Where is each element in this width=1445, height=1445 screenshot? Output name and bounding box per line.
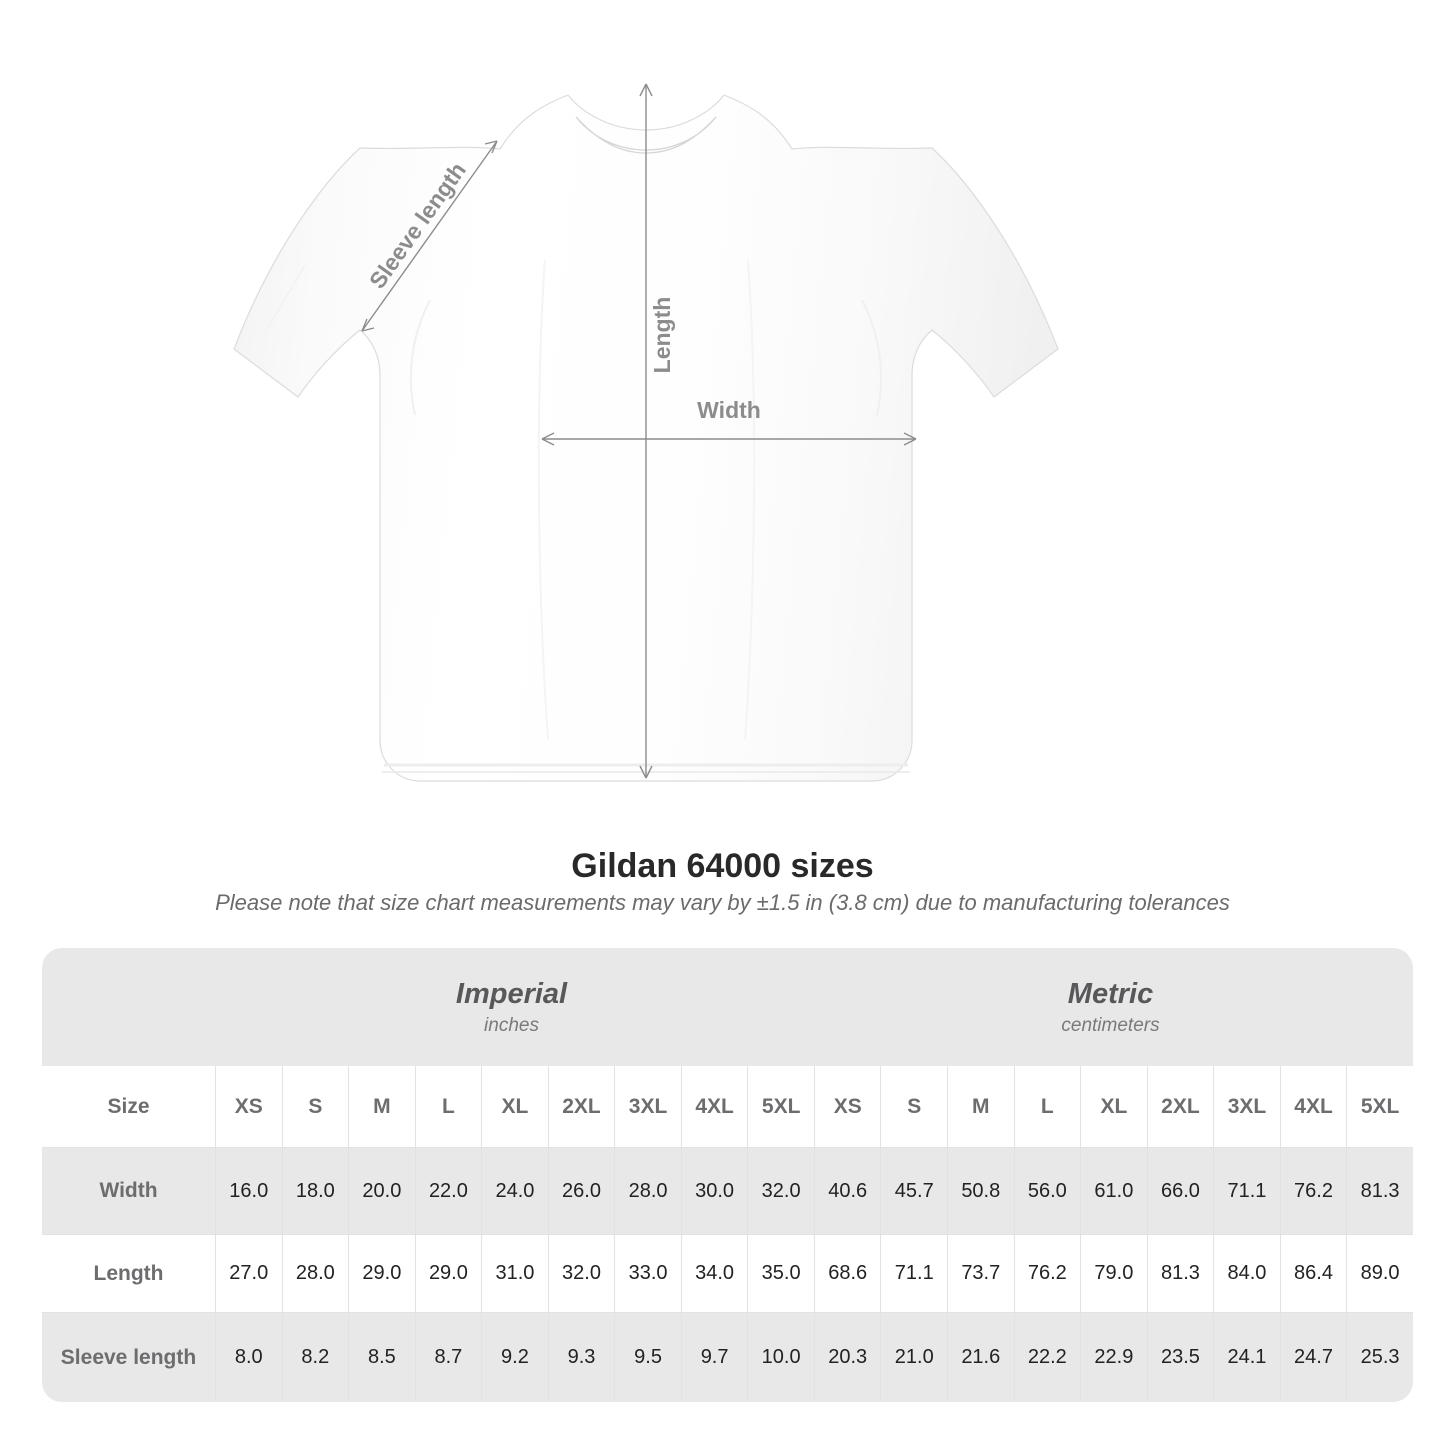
svg-text:Width: Width: [697, 397, 761, 423]
svg-text:Length: Length: [649, 297, 675, 374]
